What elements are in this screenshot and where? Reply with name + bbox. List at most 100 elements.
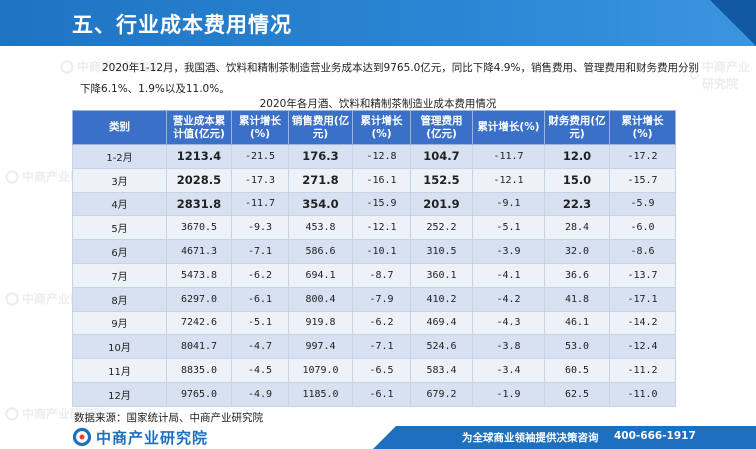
value-cell: 5473.8 [166, 262, 232, 288]
value-cell: 360.1 [410, 262, 473, 288]
watermark-logo-icon [5, 291, 19, 306]
month-cell: 12月 [72, 381, 167, 407]
value-cell: -6.0 [609, 215, 676, 241]
footer-phone: 400-666-1917 [614, 430, 696, 442]
value-cell: -6.2 [231, 262, 289, 288]
watermark-logo-icon [60, 59, 74, 74]
value-cell: 62.5 [544, 381, 610, 407]
table-row: 1-2月 1213.4 -21.5 176.3 -12.8 104.7 -11.7 12.0-… [72, 144, 676, 169]
value-cell: 524.6 [410, 334, 473, 360]
column-header: 累计增长(%) [352, 110, 411, 145]
value-cell: 46.1 [544, 310, 610, 336]
table-caption: 2020年各月酒、饮料和精制茶制造业成本费用情况 [259, 98, 497, 110]
value-cell: 1079.0 [288, 358, 353, 383]
table-row: 6月 4671.3 -7.1 586.6 -10.1 310.5 -3.9 32.0 -8.6 [72, 239, 676, 264]
month-cell: 9月 [72, 310, 167, 336]
value-cell: -11.0 [609, 381, 676, 407]
value-cell: 2831.8 [166, 191, 232, 217]
value-cell: 2028.5 [166, 167, 232, 193]
footer-slogan: 为全球商业领袖提供决策咨询 [462, 432, 599, 444]
footer-bar [0, 426, 756, 449]
value-cell: 469.4 [410, 310, 473, 336]
column-header: 营业成本累计值(亿元) [166, 110, 232, 145]
column-header: 财务费用(亿元) [544, 110, 610, 145]
column-header: 销售费用(亿元) [288, 110, 353, 145]
value-cell: -4.5 [231, 358, 289, 383]
value-cell: -17.3 [231, 167, 289, 193]
value-cell: -8.6 [609, 239, 676, 264]
cost-table: 类别 营业成本累计值(亿元) 累计增长(%) 销售费用(亿元) 累计增长(%) … [72, 110, 676, 407]
value-cell: -11.2 [609, 358, 676, 383]
table-row: 4月 2831.8 -11.7 354.0 -15.9 201.9 -9.1 22.3 -5.9 [72, 191, 676, 217]
month-cell: 11月 [72, 358, 167, 383]
value-cell: 12.0 [544, 144, 610, 169]
value-cell: 36.6 [544, 262, 610, 288]
value-cell: 1213.4 [166, 144, 232, 169]
value-cell: 679.2 [410, 381, 473, 407]
value-cell: -6.1 [231, 286, 289, 312]
value-cell: 694.1 [288, 262, 353, 288]
value-cell: 919.8 [288, 310, 353, 336]
value-cell: -7.1 [231, 239, 289, 264]
value-cell: 800.4 [288, 286, 353, 312]
table-row: 9月 7242.6 -5.1 919.8 -6.2 469.4 -4.3 46.1 -14.2 [72, 310, 676, 336]
value-cell: -21.5 [231, 144, 289, 169]
value-cell: -15.9 [352, 191, 411, 217]
month-cell: 3月 [72, 167, 167, 193]
value-cell: -6.2 [352, 310, 411, 336]
month-cell: 6月 [72, 239, 167, 264]
value-cell: -11.7 [472, 144, 545, 169]
footer-band [373, 426, 756, 449]
value-cell: -4.7 [231, 334, 289, 360]
month-cell: 7月 [72, 262, 167, 288]
summary-paragraph: 2020年1-12月，我国酒、饮料和精制茶制造营业务成本达到9765.0亿元，同… [80, 62, 699, 95]
month-cell: 10月 [72, 334, 167, 360]
value-cell: 41.8 [544, 286, 610, 312]
value-cell: -4.2 [472, 286, 545, 312]
value-cell: -4.3 [472, 310, 545, 336]
value-cell: -15.7 [609, 167, 676, 193]
value-cell: 453.8 [288, 215, 353, 241]
column-header: 累计增长(%) [472, 110, 545, 145]
value-cell: 9765.0 [166, 381, 232, 407]
table-header-row: 类别 营业成本累计值(亿元) 累计增长(%) 销售费用(亿元) 累计增长(%) … [72, 110, 676, 145]
value-cell: 201.9 [410, 191, 473, 217]
table-row: 10月 8041.7 -4.7 997.4 -7.1 524.6 -3.8 53.0 -12.4 [72, 334, 676, 360]
value-cell: -1.9 [472, 381, 545, 407]
value-cell: -12.1 [472, 167, 545, 193]
value-cell: 6297.0 [166, 286, 232, 312]
value-cell: -12.8 [352, 144, 411, 169]
value-cell: 1185.0 [288, 381, 353, 407]
value-cell: -3.4 [472, 358, 545, 383]
value-cell: 354.0 [288, 191, 353, 217]
column-header: 管理费用(亿元) [410, 110, 473, 145]
value-cell: 60.5 [544, 358, 610, 383]
value-cell: -17.2 [609, 144, 676, 169]
value-cell: -10.1 [352, 239, 411, 264]
value-cell: -9.1 [472, 191, 545, 217]
table-row: 12月 9765.0 -4.9 1185.0 -6.1 679.2 -1.9 62.5 -11.… [72, 381, 676, 407]
watermark-logo-icon [690, 70, 699, 80]
value-cell: -7.9 [352, 286, 411, 312]
value-cell: 15.0 [544, 167, 610, 193]
value-cell: -11.7 [231, 191, 289, 217]
value-cell: 997.4 [288, 334, 353, 360]
value-cell: 53.0 [544, 334, 610, 360]
footer-logo: 中商产业研究院 [72, 426, 208, 448]
value-cell: 586.6 [288, 239, 353, 264]
value-cell: 8835.0 [166, 358, 232, 383]
title-corner-decoration [710, 0, 756, 46]
value-cell: -8.7 [352, 262, 411, 288]
watermark: 中商产业研究院 [60, 58, 161, 75]
value-cell: -5.1 [472, 215, 545, 241]
value-cell: 22.3 [544, 191, 610, 217]
watermark-logo-icon [5, 406, 19, 421]
value-cell: 271.8 [288, 167, 353, 193]
table-row: 7月 5473.8 -6.2 694.1 -8.7 360.1 -4.1 36.6 -13.7 [72, 262, 676, 288]
column-header: 累计增长(%) [231, 110, 289, 145]
month-cell: 4月 [72, 191, 167, 217]
value-cell: -4.1 [472, 262, 545, 288]
value-cell: 4671.3 [166, 239, 232, 264]
value-cell: -17.1 [609, 286, 676, 312]
value-cell: 3670.5 [166, 215, 232, 241]
